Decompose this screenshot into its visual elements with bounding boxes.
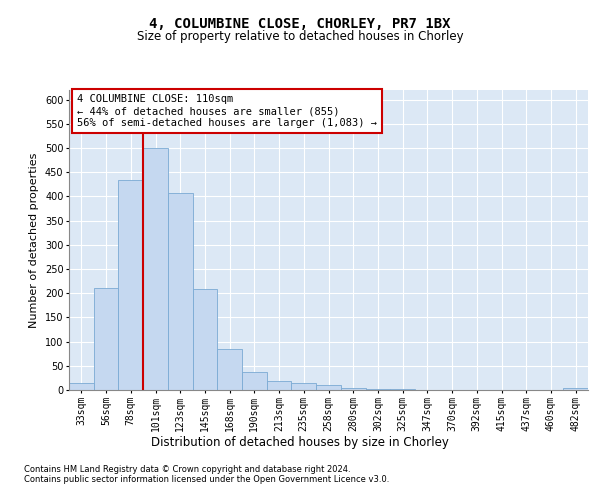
Text: 4, COLUMBINE CLOSE, CHORLEY, PR7 1BX: 4, COLUMBINE CLOSE, CHORLEY, PR7 1BX (149, 18, 451, 32)
Bar (292, 382, 316, 390)
Text: Distribution of detached houses by size in Chorley: Distribution of detached houses by size … (151, 436, 449, 449)
Bar (267, 382, 292, 390)
Bar (143, 148, 168, 390)
Bar (118, 180, 143, 390)
Bar (168, 192, 193, 390)
Text: Contains public sector information licensed under the Open Government Licence v3: Contains public sector information licen… (24, 476, 389, 484)
Y-axis label: Number of detached properties: Number of detached properties (29, 152, 39, 328)
Bar (563, 388, 588, 390)
Bar (193, 290, 217, 390)
Bar (365, 388, 390, 390)
Bar (94, 288, 118, 390)
Bar (341, 388, 365, 390)
Bar (316, 385, 341, 390)
Bar (217, 349, 242, 390)
Text: Size of property relative to detached houses in Chorley: Size of property relative to detached ho… (137, 30, 463, 43)
Bar (242, 372, 267, 390)
Text: Contains HM Land Registry data © Crown copyright and database right 2024.: Contains HM Land Registry data © Crown c… (24, 466, 350, 474)
Bar (390, 389, 415, 390)
Bar (69, 382, 94, 390)
Text: 4 COLUMBINE CLOSE: 110sqm
← 44% of detached houses are smaller (855)
56% of semi: 4 COLUMBINE CLOSE: 110sqm ← 44% of detac… (77, 94, 377, 128)
